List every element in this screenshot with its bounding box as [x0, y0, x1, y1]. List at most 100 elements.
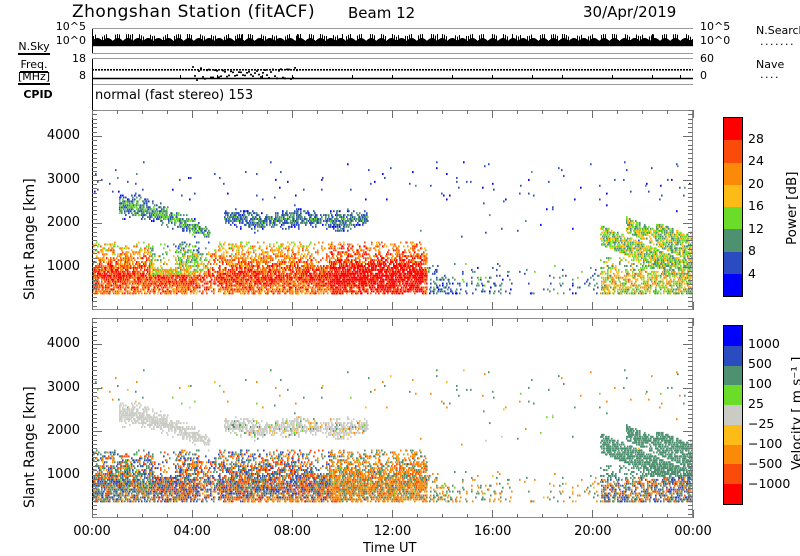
- velocity-ytick-minor: [92, 370, 97, 372]
- power-ytick-right: [688, 210, 693, 211]
- velocity-colorbar-tick-2: 100: [748, 376, 772, 391]
- power-xtick-top: [91, 110, 93, 118]
- velocity-ytick-minor: [92, 335, 97, 337]
- power-ytick-right: [688, 157, 693, 159]
- velocity-xtick-top: [266, 318, 268, 322]
- power-xtick: [366, 306, 368, 310]
- velocity-ytick-right: [688, 457, 693, 459]
- power-ytick-minor: [92, 144, 97, 146]
- velocity-ytick-major-3000: [92, 387, 102, 389]
- velocity-rti-canvas: [92, 318, 693, 518]
- power-ytick-minor: [92, 166, 97, 168]
- velocity-ytick-minor: [92, 470, 97, 472]
- velocity-colorbar-tick-0: 1000: [748, 336, 780, 351]
- power-ytick-minor: [92, 157, 97, 159]
- velocity-ytick-label-4000: 4000: [46, 336, 80, 352]
- velocity-ytick-minor: [92, 357, 97, 359]
- power-ytick-right: [688, 236, 693, 238]
- power-xtick-top: [166, 110, 168, 114]
- xtick-label-2: 08:00: [273, 524, 312, 539]
- power-ytick-minor: [92, 149, 97, 151]
- velocity-colorbar-tick-1: 500: [748, 356, 772, 371]
- power-colorbar-tick-4: 12: [748, 220, 764, 236]
- power-ytick-right: [688, 253, 693, 255]
- power-xtick-top: [392, 110, 393, 118]
- power-ytick-right: [688, 218, 693, 220]
- power-xtick: [642, 306, 644, 310]
- power-colorbar-tick-3: 16: [748, 198, 764, 213]
- velocity-ytick-right: [683, 344, 693, 346]
- velocity-xtick-top: [366, 318, 368, 322]
- power-ytick-minor: [92, 249, 97, 251]
- power-xtick: [417, 306, 419, 310]
- power-ytick-minor: [92, 296, 97, 298]
- velocity-ytick-label-2000: 2000: [46, 423, 80, 439]
- velocity-xtick: [592, 510, 594, 518]
- power-xtick-top: [341, 110, 343, 114]
- power-ytick-major-2000: [92, 223, 102, 225]
- velocity-ytick-minor: [92, 326, 97, 328]
- power-colorbar-band-6: [724, 251, 742, 274]
- power-xtick: [291, 302, 293, 310]
- power-xtick-top: [366, 110, 368, 114]
- power-ytick-minor: [92, 110, 97, 111]
- freq-right-ytick-top: 60: [700, 52, 714, 65]
- velocity-xtick-top: [642, 318, 644, 322]
- velocity-xtick-top: [517, 318, 519, 322]
- power-ytick-right: [688, 227, 693, 229]
- velocity-xtick: [692, 510, 694, 518]
- power-xtick: [617, 306, 619, 310]
- power-ytick-right: [688, 140, 693, 142]
- velocity-xtick-top: [316, 318, 318, 322]
- power-colorbar-band-0: [724, 118, 742, 141]
- power-ytick-minor: [92, 292, 97, 294]
- velocity-colorbar-band-8: [724, 484, 742, 504]
- power-ytick-minor: [92, 188, 97, 190]
- velocity-ytick-right: [688, 444, 693, 446]
- velocity-ytick-minor: [92, 322, 97, 324]
- power-ytick-right: [688, 283, 693, 285]
- velocity-ytick-right: [688, 461, 693, 463]
- beam-label: Beam 12: [348, 4, 416, 22]
- power-ytick-right: [688, 149, 693, 151]
- velocity-ytick-minor: [92, 378, 97, 380]
- velocity-xtick-top: [492, 318, 494, 326]
- power-ytick-minor: [92, 153, 97, 155]
- power-xtick-top: [266, 110, 268, 114]
- velocity-ytick-right: [688, 378, 693, 380]
- power-ytick-minor: [92, 236, 97, 238]
- velocity-ytick-right: [688, 383, 693, 385]
- power-ytick-right: [688, 118, 693, 120]
- velocity-xtick: [442, 514, 444, 518]
- velocity-ytick-right: [688, 400, 693, 402]
- power-ytick-right: [688, 249, 693, 251]
- velocity-colorbar-band-0: [724, 326, 742, 346]
- velocity-xtick-top: [241, 318, 243, 322]
- velocity-xtick-top: [592, 318, 594, 326]
- velocity-colorbar-band-2: [724, 365, 742, 386]
- velocity-ytick-minor: [92, 448, 97, 450]
- velocity-ytick-minor: [92, 444, 97, 446]
- velocity-ytick-right: [688, 483, 693, 485]
- power-xtick-top: [667, 110, 669, 114]
- power-ytick-right: [688, 114, 693, 116]
- power-ytick-right: [688, 275, 693, 277]
- power-xtick: [116, 306, 118, 310]
- velocity-ytick-minor: [92, 339, 97, 341]
- velocity-ytick-right: [688, 409, 693, 411]
- power-ytick-right: [683, 179, 693, 181]
- velocity-ytick-minor: [92, 500, 97, 502]
- noise-right-axis-label: N.Search: [756, 24, 800, 37]
- velocity-ytick-minor: [92, 396, 97, 398]
- power-ytick-right: [688, 205, 693, 207]
- velocity-xtick-top: [542, 318, 544, 322]
- noise-panel-left-edge: [92, 29, 94, 53]
- power-ytick-right: [688, 170, 693, 172]
- velocity-ytick-right: [688, 500, 693, 502]
- power-ytick-minor: [92, 192, 97, 194]
- velocity-xtick: [316, 514, 318, 518]
- power-xtick: [517, 306, 519, 310]
- power-xtick-top: [492, 110, 494, 118]
- velocity-ytick-minor: [92, 400, 97, 402]
- power-ytick-minor: [92, 214, 97, 216]
